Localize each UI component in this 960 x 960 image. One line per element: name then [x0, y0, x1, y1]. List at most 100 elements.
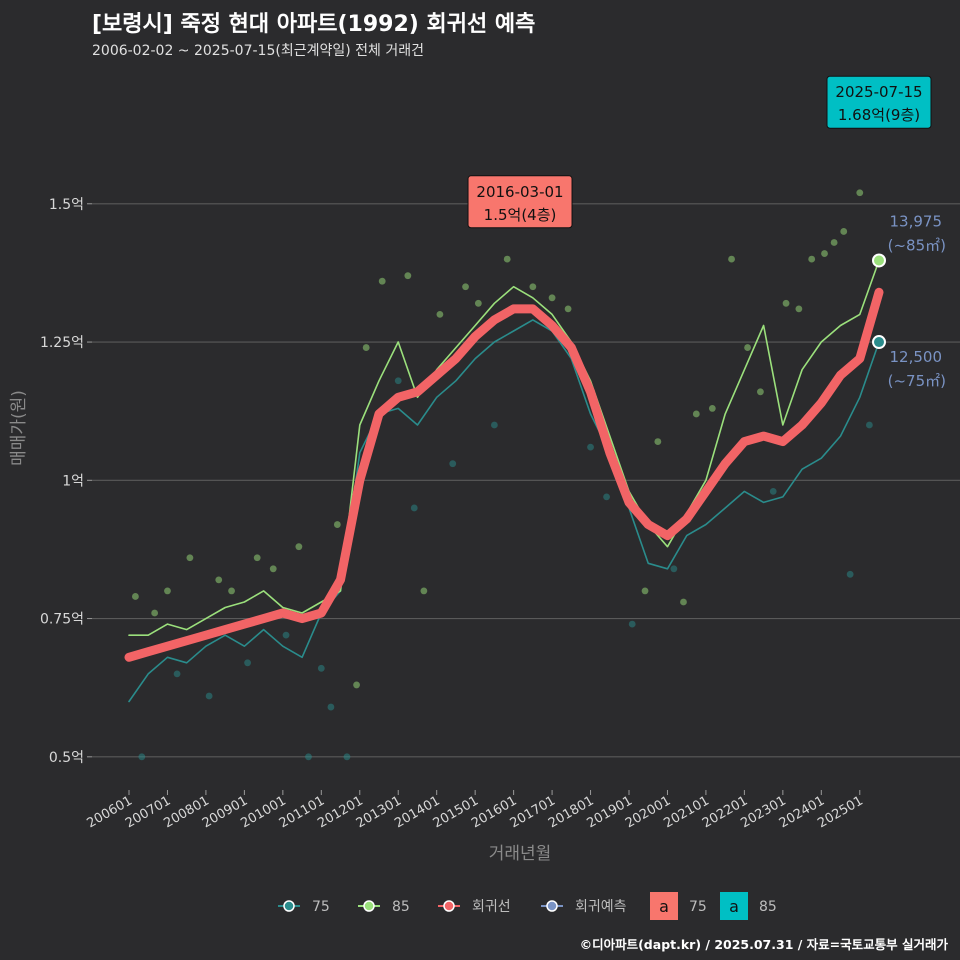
scatter-point-42 [680, 598, 687, 606]
end-area-s75: (~75㎡) [888, 372, 946, 390]
legend-label-forecast: 회귀예측 [575, 899, 627, 915]
callout-2025-07-15: 2025-07-15 1.68억(9층) [826, 75, 932, 129]
scatter-point-33 [529, 283, 537, 291]
scatter-point-51 [808, 255, 816, 263]
scatter-point-16 [327, 703, 335, 711]
end-marker-s85 [872, 253, 886, 268]
scatter-point-31 [503, 255, 511, 263]
scatter-point-30 [490, 421, 498, 429]
legend-glyph-0: a [659, 897, 669, 916]
chart-subtitle: 2006-02-02 ~ 2025-07-15(최근계약일) 전체 거래건 [92, 43, 424, 59]
y-axis-ticks: 0.5억 0.75억 1억 1.25억 1.5억 [40, 197, 92, 766]
scatter-point-11 [269, 565, 277, 573]
scatter-point-14 [305, 753, 312, 761]
legend-label-box-1: 85 [759, 899, 777, 915]
scatter-point-20 [362, 344, 370, 351]
end-value-s75: 12,500 [890, 348, 943, 366]
scatter-point-52 [821, 250, 828, 257]
scatter-point-46 [744, 344, 751, 351]
end-value-s85: 13,975 [890, 212, 943, 230]
callout-labels: 2016-03-01 1.5억(4층) 2025-07-15 1.68억(9층) [467, 75, 932, 229]
source-caption: ©디아파트(dapt.kr) / 2025.07.31 / 자료=국토교통부 실… [579, 937, 948, 952]
scatter-point-1 [138, 753, 146, 761]
scatter-point-4 [173, 670, 181, 678]
x-axis-title: 거래년월 [489, 844, 552, 864]
y-tick-label-1: 0.75억 [40, 612, 84, 628]
scatter-point-54 [840, 228, 848, 235]
scatter-point-57 [865, 421, 873, 429]
legend-dot-s75 [283, 900, 295, 912]
scatter-point-53 [830, 239, 838, 246]
legend-swatch-0 [650, 892, 678, 920]
scatter-point-19 [353, 681, 360, 689]
series-line-s85 [128, 259, 880, 636]
scatter-point-56 [856, 189, 864, 197]
scatter-point-38 [628, 620, 636, 628]
end-area-s85: (~85㎡) [888, 236, 946, 254]
scatter-point-28 [462, 283, 469, 291]
series-line-regression [124, 287, 884, 662]
scatter-point-10 [253, 554, 261, 562]
scatter-point-12 [282, 631, 290, 639]
scatter-point-0 [132, 593, 139, 600]
legend-dot-forecast [546, 900, 558, 912]
scatter-point-15 [317, 664, 325, 672]
legend-glyph-1: a [729, 897, 739, 916]
scatter-point-37 [603, 493, 610, 501]
legend-dot-s85 [363, 900, 375, 912]
callout-box-1 [826, 75, 932, 129]
scatter-point-26 [436, 310, 444, 318]
scatter-point-7 [215, 576, 223, 584]
series-line-s75 [128, 319, 880, 703]
callout-date-0: 2016-03-01 [476, 183, 563, 201]
scatter-point-49 [782, 299, 790, 307]
scatter-point-44 [708, 405, 716, 412]
scatter-point-17 [333, 521, 341, 528]
series-lines [124, 259, 884, 703]
y-tick-label-4: 1.5억 [49, 197, 84, 213]
scatter-point-21 [378, 277, 386, 285]
y-tick-label-3: 1.25억 [40, 335, 84, 351]
legend-swatch-1 [720, 892, 748, 920]
chart-title: [보령시] 죽정 현대 아파트(1992) 회귀선 예측 [92, 12, 536, 37]
y-axis-title: 매매가(원) [9, 390, 29, 466]
end-marker-s75 [872, 335, 886, 350]
scatter-point-23 [404, 272, 412, 280]
scatter-point-35 [564, 305, 572, 313]
scatter-point-18 [343, 753, 351, 761]
callout-price-1: 1.68억(9층) [838, 106, 920, 124]
scatter-point-3 [164, 587, 171, 595]
scatter-point-45 [728, 255, 735, 263]
scatter-point-48 [769, 487, 777, 495]
scatter-point-22 [394, 377, 402, 385]
scatter-point-39 [641, 587, 649, 595]
scatter-point-36 [587, 443, 594, 451]
scatter-point-43 [692, 410, 700, 418]
scatter-point-55 [846, 570, 854, 578]
scatter-point-25 [420, 587, 428, 595]
callout-box-0 [467, 175, 573, 229]
end-labels: 13,975 (~85㎡) 12,500 (~75㎡) [872, 212, 946, 390]
scatter-point-13 [295, 543, 303, 551]
scatter-point-24 [410, 504, 418, 512]
scatter-point-50 [795, 305, 803, 313]
y-tick-label-0: 0.5억 [49, 750, 84, 766]
scatter-point-6 [205, 692, 213, 700]
scatter-point-9 [244, 659, 251, 667]
y-tick-label-2: 1억 [62, 473, 84, 489]
scatter-point-29 [474, 299, 482, 307]
legend-dot-regression [443, 900, 455, 912]
scatter-point-40 [654, 438, 662, 445]
legend-label-s85: 85 [392, 899, 410, 915]
x-axis-ticks: 2006012007012008012009012010012011012012… [85, 790, 866, 831]
legend-label-s75: 75 [312, 899, 330, 915]
callout-2016-03-01: 2016-03-01 1.5억(4층) [467, 175, 573, 229]
scatter-point-47 [757, 388, 764, 396]
scatter-point-27 [449, 460, 457, 468]
legend-label-regression: 회귀선 [472, 899, 511, 915]
legend: 75 85 회귀선 회귀예측 a 75 a 85 [278, 892, 777, 920]
scatter-point-8 [228, 587, 235, 595]
callout-date-1: 2025-07-15 [835, 83, 922, 101]
scatter-point-5 [186, 554, 194, 562]
scatter-point-34 [548, 294, 556, 302]
